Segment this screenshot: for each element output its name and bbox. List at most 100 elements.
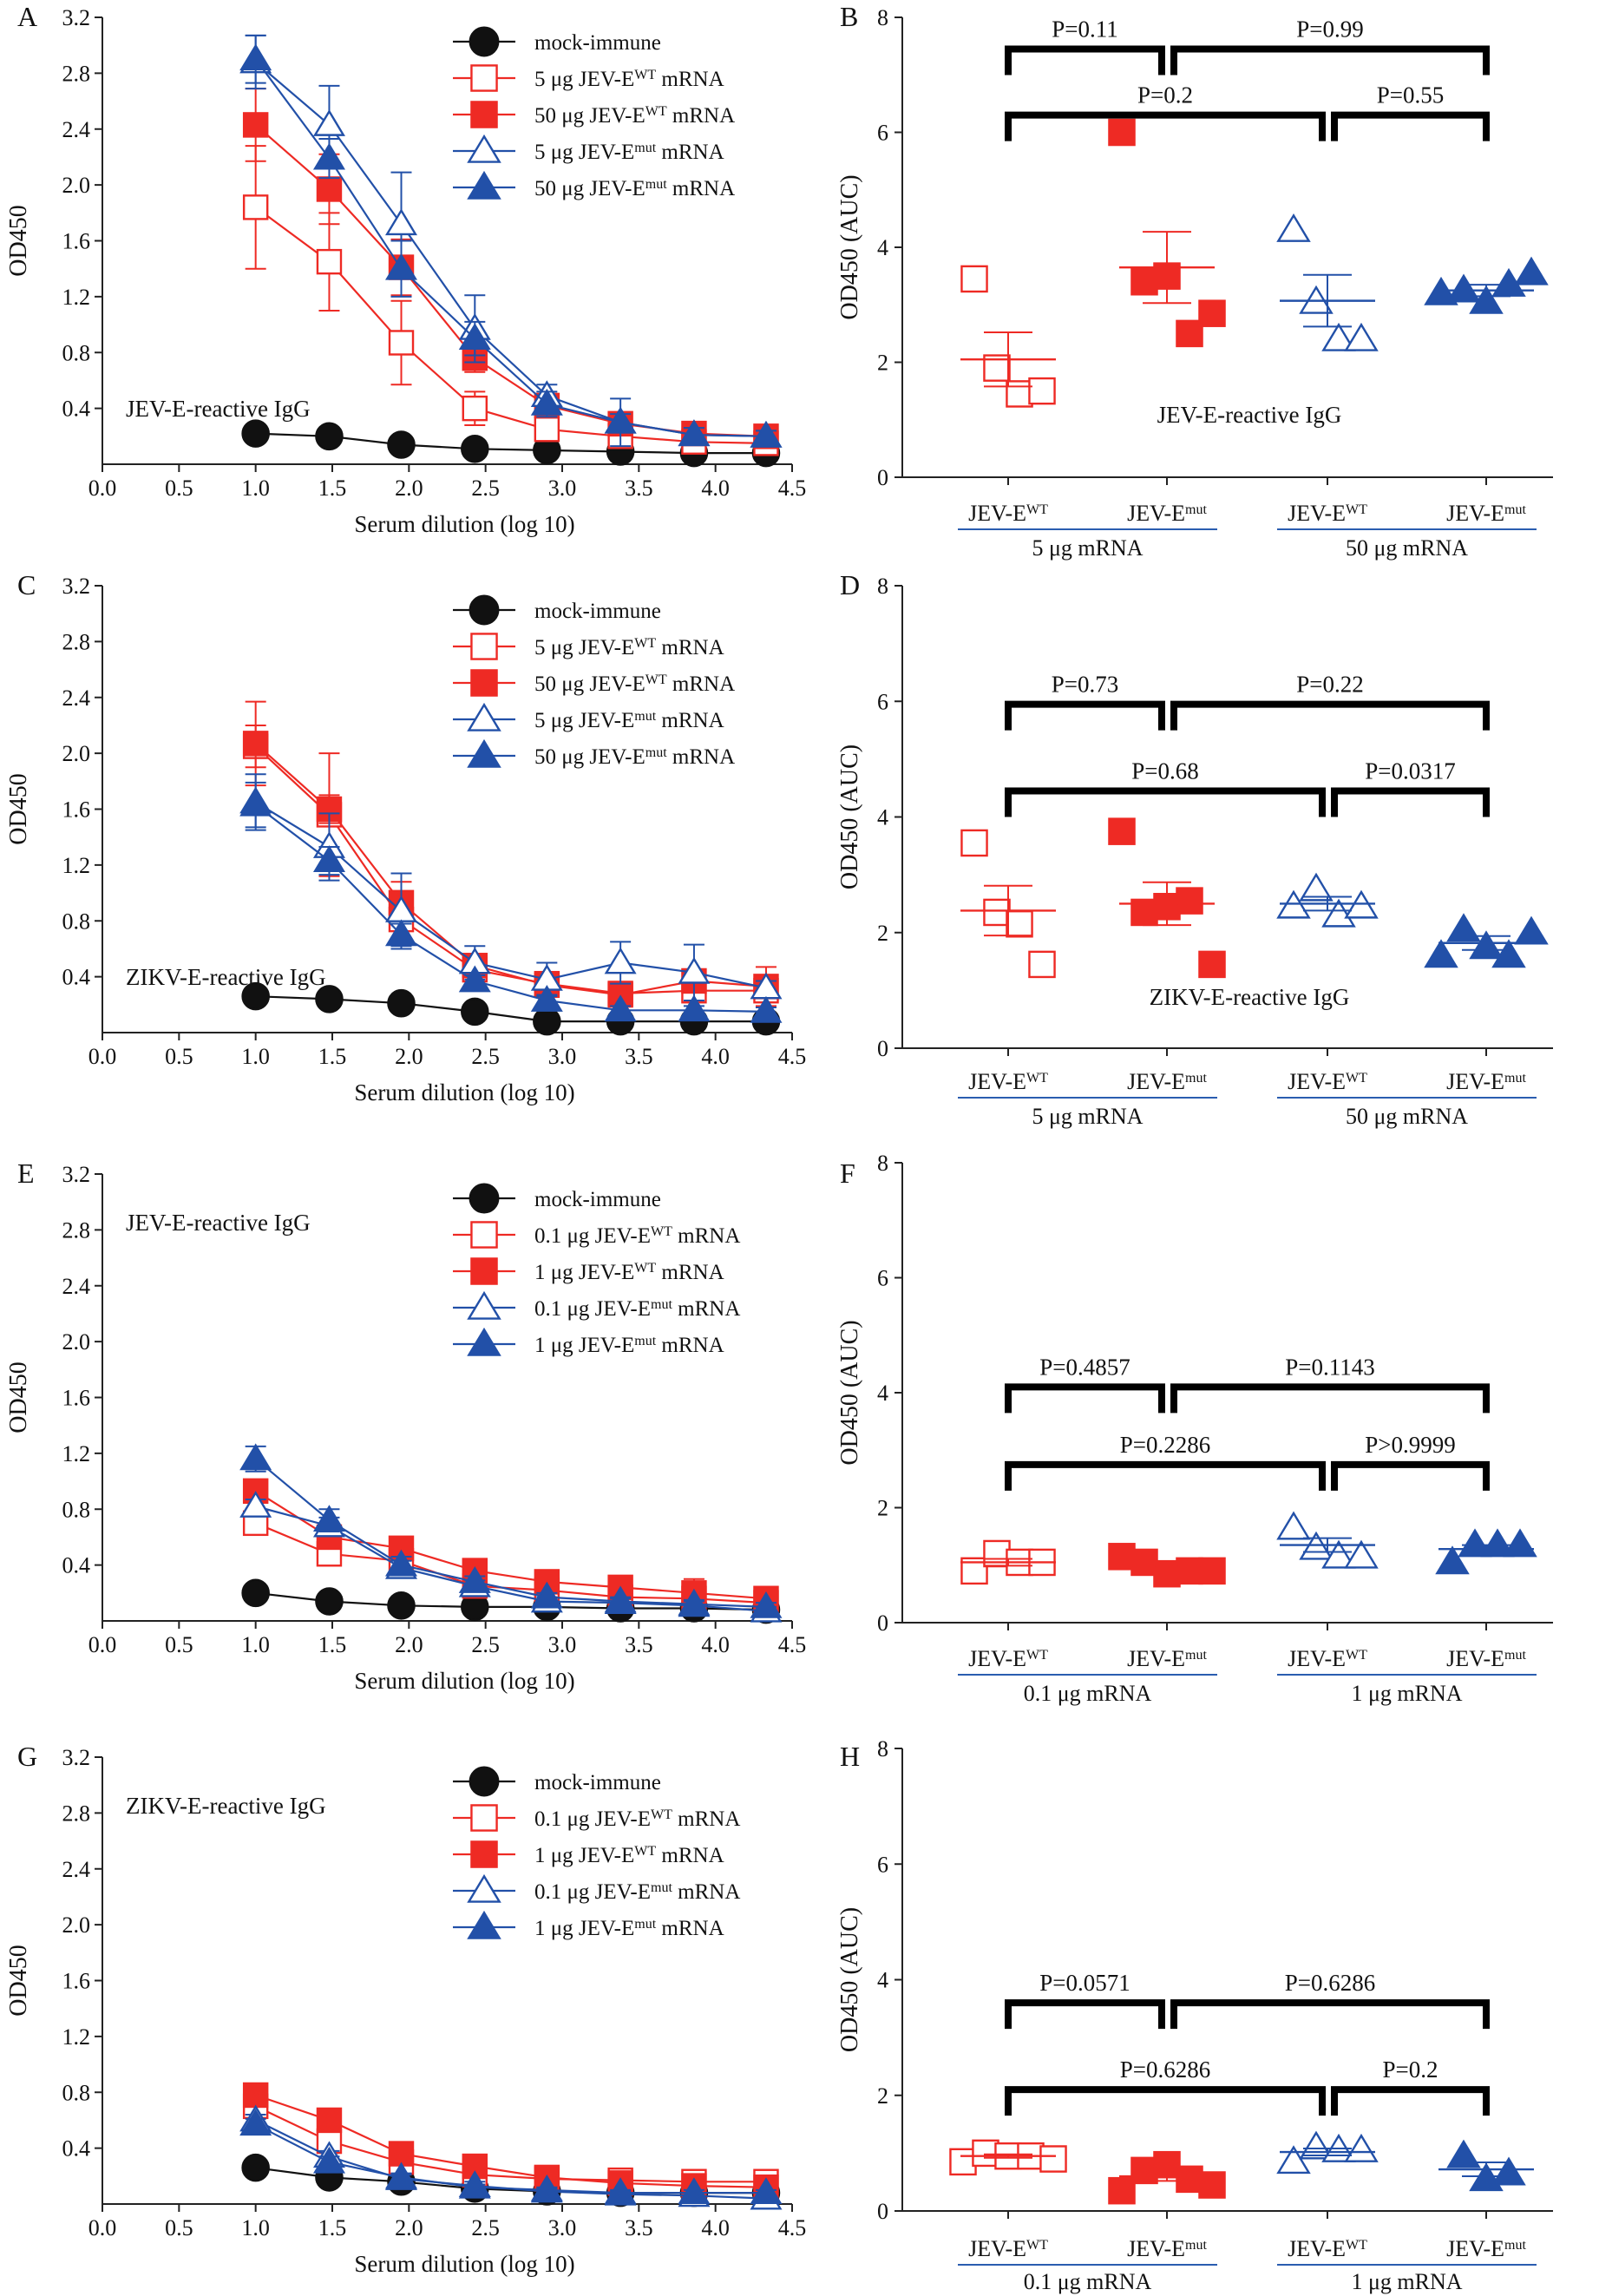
group-label: JEV-Emut bbox=[1127, 2236, 1207, 2261]
y-tick-label: 2 bbox=[877, 351, 888, 376]
legend-label: 1 μg JEV-EWT mRNA bbox=[534, 1844, 724, 1868]
panel-letter: H bbox=[840, 1741, 860, 1772]
x-tick-label: 2.5 bbox=[471, 1632, 500, 1657]
y-tick-label: 1.6 bbox=[62, 229, 91, 254]
panel-letter: B bbox=[840, 1, 858, 32]
bracket-line bbox=[1005, 45, 1165, 75]
x-tick-label: 2.5 bbox=[471, 476, 500, 501]
y-tick-label: 0 bbox=[877, 2199, 888, 2224]
x-tick-label: 0.0 bbox=[88, 476, 117, 501]
data-point bbox=[530, 1581, 563, 1609]
data-point bbox=[461, 997, 489, 1027]
data-point bbox=[530, 2174, 563, 2201]
y-tick-label: 0 bbox=[877, 1036, 888, 1061]
data-point bbox=[458, 965, 491, 993]
bracket-line bbox=[1331, 2086, 1490, 2116]
data-point bbox=[239, 2109, 272, 2136]
dose-group-label: 0.1 μg mRNA bbox=[1024, 2269, 1152, 2294]
dose-group-label: 1 μg mRNA bbox=[1351, 2269, 1462, 2294]
group-0 bbox=[949, 2139, 1067, 2176]
data-point bbox=[750, 2177, 783, 2205]
y-axis-label: OD450 (AUC) bbox=[836, 1907, 863, 2052]
data-point bbox=[385, 208, 417, 236]
legend-label: 50 μg JEV-EWT mRNA bbox=[534, 104, 735, 128]
legend-marker bbox=[467, 1290, 501, 1320]
significance-bracket: P=0.2286 bbox=[1005, 1432, 1326, 1491]
series-4 bbox=[239, 34, 783, 448]
series-line bbox=[255, 801, 767, 989]
data-point bbox=[1344, 2133, 1379, 2162]
p-value-label: P=0.73 bbox=[1052, 672, 1119, 698]
significance-bracket: P=0.55 bbox=[1331, 82, 1490, 141]
y-tick-label: 6 bbox=[877, 121, 888, 146]
group-2 bbox=[1276, 2130, 1379, 2175]
label-part: mut bbox=[651, 1297, 672, 1312]
label-part: WT bbox=[651, 1807, 672, 1822]
legend-marker bbox=[467, 1910, 501, 1939]
label-part: 50 μg JEV-E bbox=[534, 104, 645, 128]
data-point bbox=[530, 985, 563, 1012]
label-part: mut bbox=[1504, 502, 1526, 517]
x-tick-label: 3.5 bbox=[625, 1632, 653, 1657]
legend-label: 5 μg JEV-Emut mRNA bbox=[534, 141, 724, 165]
y-tick-label: 2 bbox=[877, 921, 888, 946]
label-part: WT bbox=[1026, 2238, 1048, 2253]
label-part: mut bbox=[634, 1334, 656, 1348]
y-tick-label: 4 bbox=[877, 1968, 888, 1993]
y-tick-label: 2.8 bbox=[62, 61, 91, 86]
x-tick-label: 3.5 bbox=[625, 476, 653, 501]
label-part: mRNA bbox=[656, 1261, 724, 1284]
y-tick-label: 8 bbox=[877, 1736, 888, 1761]
y-tick-label: 0.8 bbox=[62, 909, 91, 934]
label-part: mRNA bbox=[667, 104, 735, 128]
label-part: JEV-E bbox=[1288, 501, 1346, 526]
label-part: 5 μg JEV-E bbox=[534, 709, 634, 732]
data-point bbox=[604, 994, 637, 1022]
x-tick-label: 4.0 bbox=[701, 1632, 730, 1657]
label-part: mRNA bbox=[656, 709, 724, 732]
group-1 bbox=[1108, 118, 1226, 348]
group-0 bbox=[960, 265, 1056, 408]
data-point bbox=[1491, 939, 1526, 968]
y-tick-label: 0.4 bbox=[62, 2136, 91, 2162]
series-3 bbox=[239, 34, 783, 448]
significance-bracket: P=0.68 bbox=[1005, 758, 1326, 817]
data-point bbox=[1130, 2156, 1158, 2185]
legend-marker bbox=[470, 669, 498, 697]
p-value-label: P=0.6286 bbox=[1285, 1970, 1376, 1996]
data-point bbox=[385, 1549, 417, 1577]
data-point bbox=[604, 406, 637, 434]
y-tick-label: 0.8 bbox=[62, 2080, 91, 2105]
x-tick-label: 4.5 bbox=[778, 1632, 807, 1657]
y-tick-label: 2.0 bbox=[62, 173, 91, 198]
legend-marker bbox=[469, 1766, 500, 1797]
y-tick-label: 2.0 bbox=[62, 1912, 91, 1938]
data-point bbox=[1006, 380, 1033, 408]
data-point bbox=[239, 1443, 272, 1471]
y-tick-label: 0.4 bbox=[62, 397, 91, 422]
label-part: 1 μg JEV-E bbox=[534, 1261, 634, 1284]
y-tick-label: 1.2 bbox=[62, 853, 91, 878]
y-tick-label: 2.4 bbox=[62, 117, 91, 142]
x-tick-label: 2.5 bbox=[471, 1044, 500, 1069]
label-part: WT bbox=[1346, 1071, 1367, 1086]
label-part: JEV-E bbox=[1288, 2236, 1346, 2261]
label-part: mRNA bbox=[656, 1844, 724, 1867]
data-point bbox=[1446, 913, 1481, 942]
bracket-line bbox=[1005, 1383, 1165, 1414]
data-point bbox=[1276, 2145, 1311, 2175]
x-tick-label: 4.5 bbox=[778, 2215, 807, 2240]
label-part: mut bbox=[1185, 2238, 1207, 2253]
group-label: JEV-EWT bbox=[1288, 1646, 1367, 1671]
label-part: mRNA bbox=[656, 636, 724, 659]
group-1 bbox=[1108, 817, 1226, 979]
legend-marker bbox=[467, 134, 501, 163]
label-part: WT bbox=[645, 672, 667, 687]
data-point bbox=[241, 2153, 270, 2182]
legend-label: mock-immune bbox=[534, 1188, 661, 1211]
legend-marker bbox=[470, 1257, 498, 1285]
p-value-label: P>0.9999 bbox=[1365, 1432, 1456, 1458]
y-tick-label: 1.2 bbox=[62, 285, 91, 310]
x-tick-label: 2.5 bbox=[471, 2215, 500, 2240]
